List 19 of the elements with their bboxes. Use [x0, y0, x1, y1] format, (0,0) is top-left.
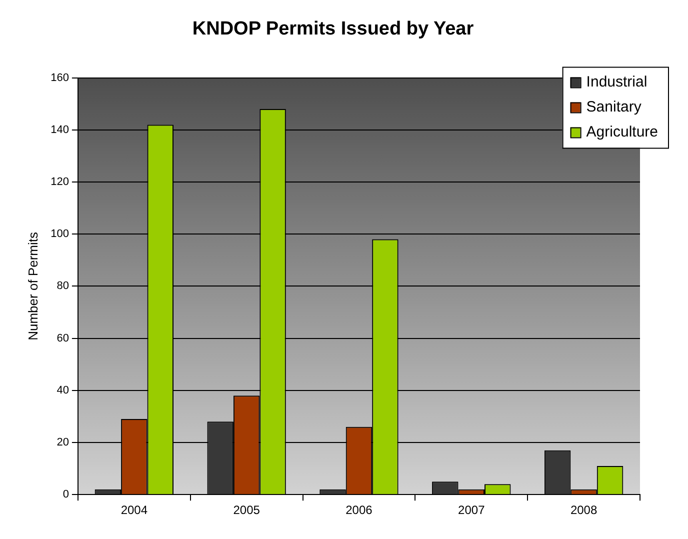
- y-tick-label: 40: [56, 384, 69, 396]
- legend-label: Sanitary: [586, 98, 642, 116]
- legend-label: Industrial: [586, 73, 648, 90]
- y-tick-label: 20: [56, 436, 69, 449]
- x-tick-label: 2007: [458, 503, 486, 518]
- y-tick-label: 100: [50, 228, 69, 240]
- x-tick-label: 2004: [120, 503, 148, 518]
- legend-label: Agriculture: [586, 123, 658, 140]
- y-tick-label: 60: [56, 332, 69, 344]
- y-axis-title: Number of Permits: [25, 232, 40, 340]
- x-tick-label: 2006: [346, 503, 373, 518]
- y-tick-label: 0: [62, 488, 69, 501]
- x-tick-label: 2005: [233, 503, 260, 518]
- y-tick-label: 140: [50, 124, 69, 136]
- y-tick-label: 160: [50, 72, 69, 84]
- x-tick-label: 2008: [570, 503, 598, 518]
- y-tick-label: 120: [50, 176, 69, 188]
- y-tick-label: 80: [56, 280, 69, 292]
- chart-title: KNDOP Permits Issued by Year: [192, 18, 474, 40]
